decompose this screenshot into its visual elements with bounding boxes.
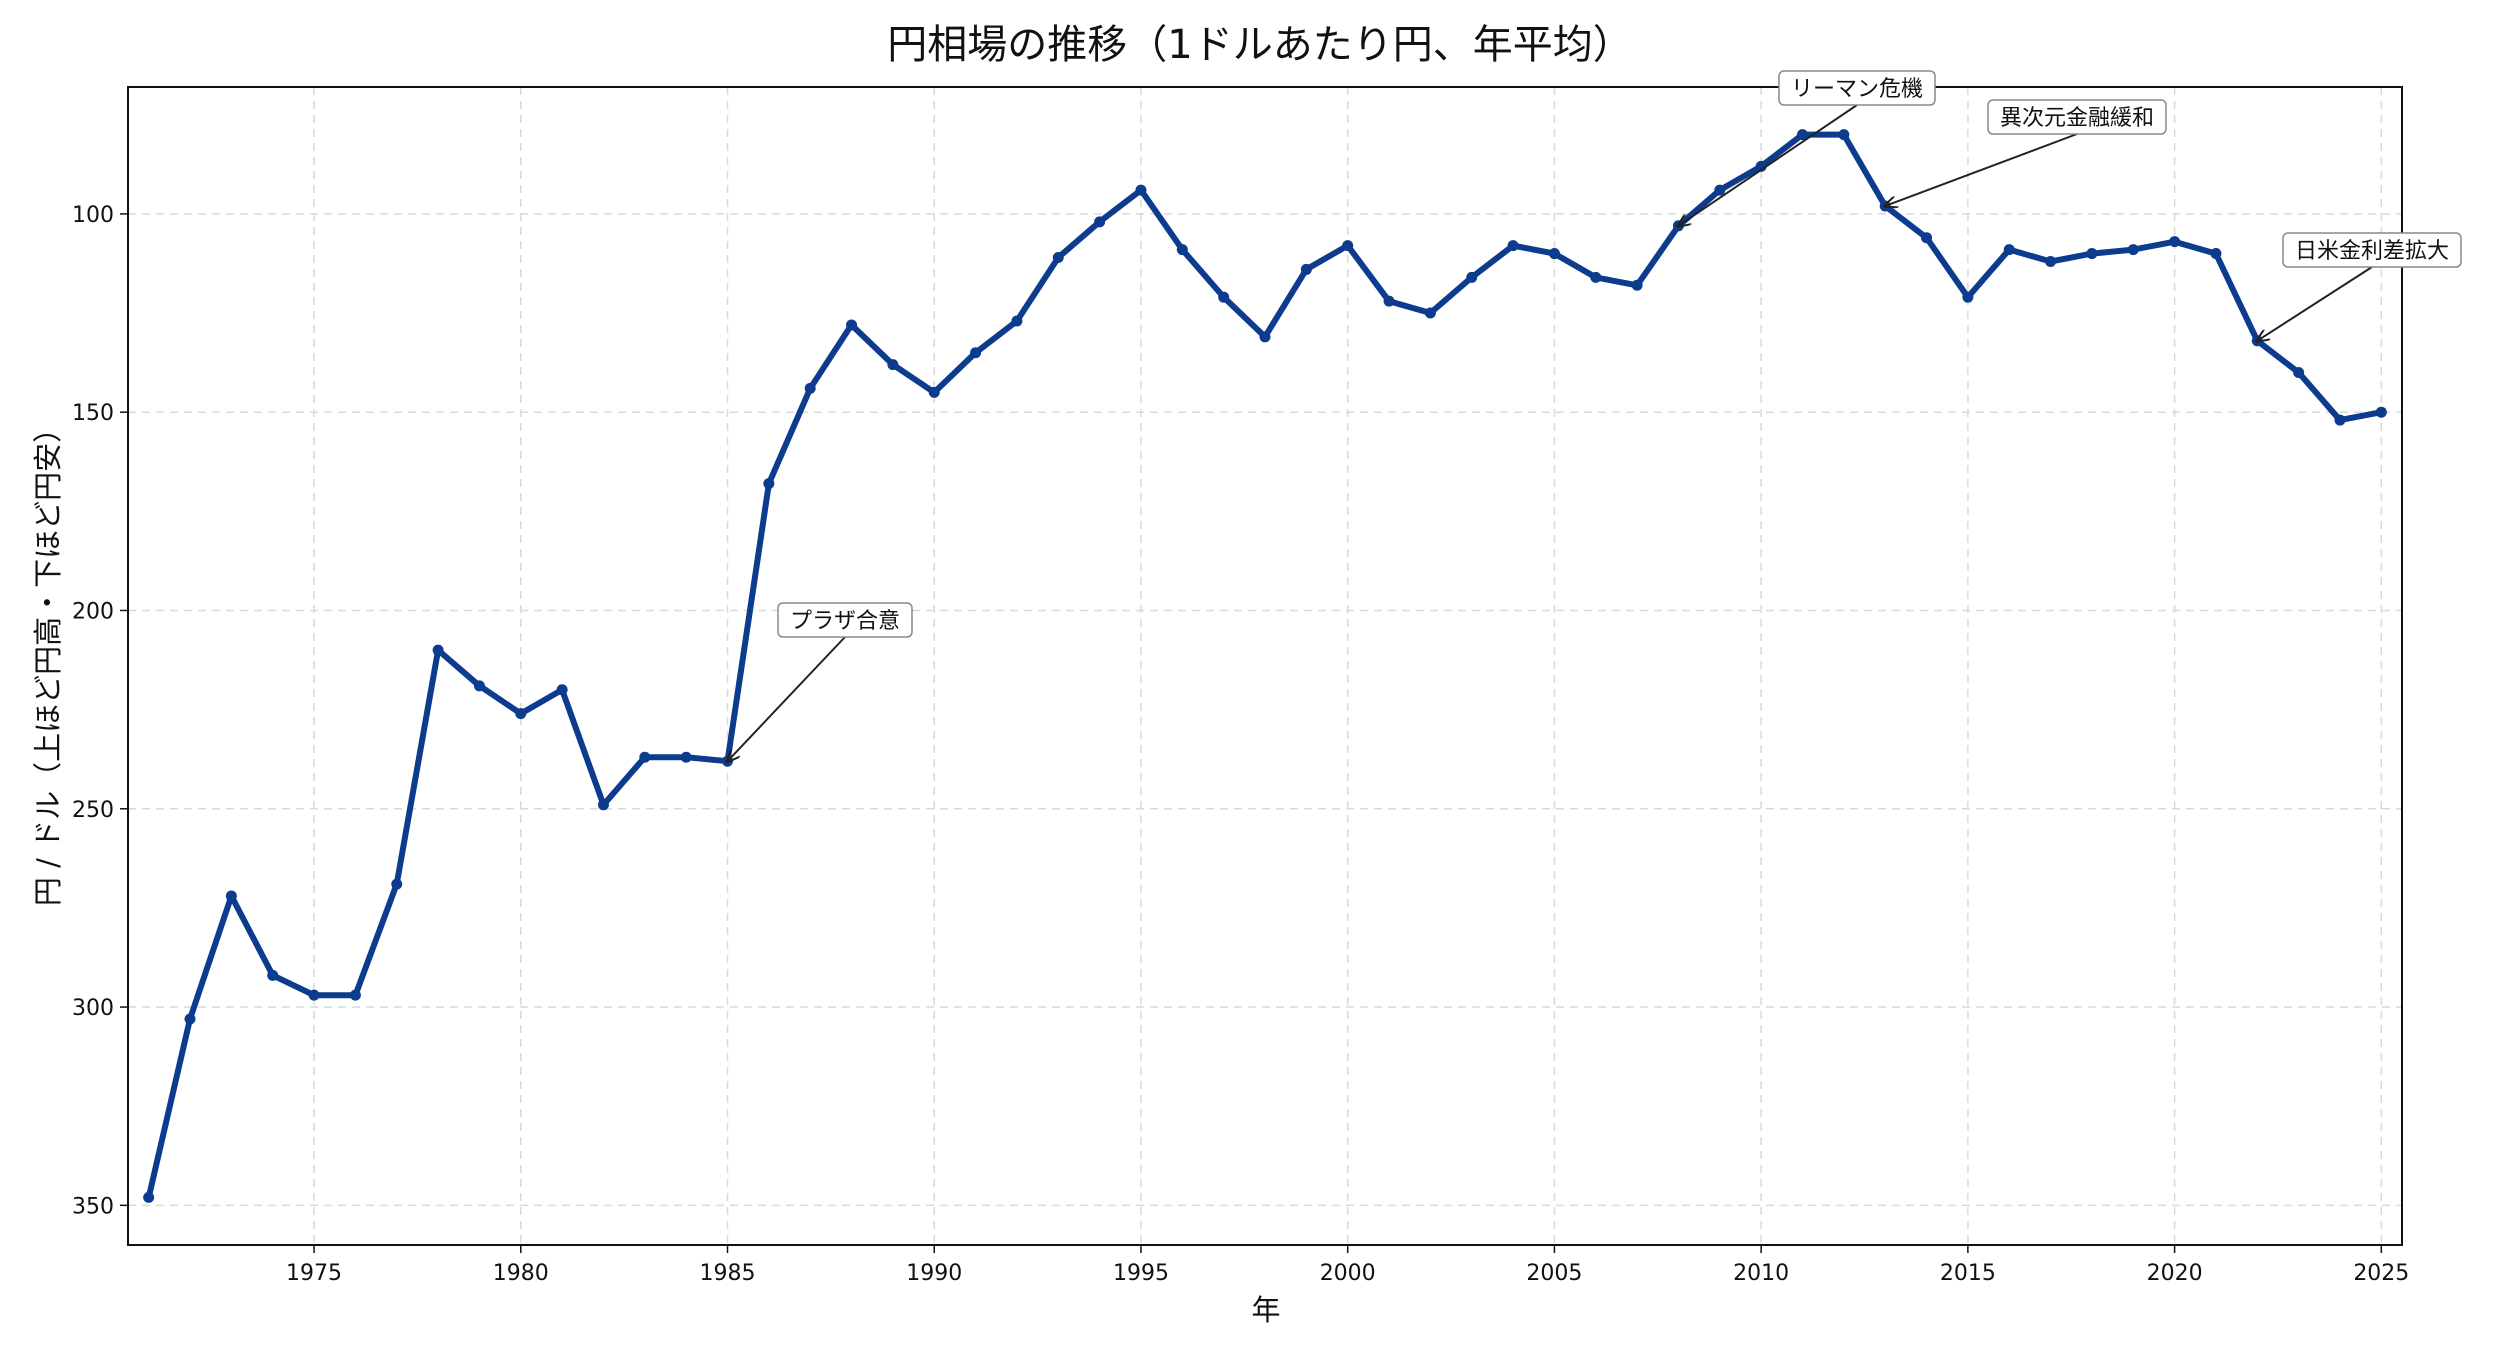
data-point [473,680,485,692]
annotation-label: 異次元金融緩和 [2000,106,2154,131]
annotation: リーマン危機 [1678,70,1936,226]
x-tick-label: 1990 [906,1261,962,1286]
data-point [349,989,361,1001]
annotation-arrow [1885,133,2078,206]
data-point [1011,315,1023,327]
data-point [184,1013,196,1025]
data-point [597,799,609,811]
data-point [308,989,320,1001]
data-point [1218,291,1230,303]
data-point [556,684,568,696]
data-point [1838,129,1850,141]
data-point [2086,248,2098,260]
grid-layer [128,87,2402,1245]
data-point [1094,216,1106,228]
data-point [2334,414,2346,426]
data-point [1424,307,1436,319]
annotation-box [1987,99,2167,135]
y-tick-label: 350 [72,1194,114,1219]
series-layer [143,129,2387,1203]
data-point [1135,184,1147,196]
chart-title: 円相場の推移（1ドルあたり円、年平均） [887,22,1632,68]
data-point [763,478,775,490]
data-point [928,386,940,398]
annotation-label: 日米金利差拡大 [2295,239,2449,264]
annotation-arrow [1678,104,1858,226]
annotation-box [1778,70,1936,106]
data-point [1714,184,1726,196]
data-point [267,969,279,981]
data-point [391,878,403,890]
data-point [1548,248,1560,260]
x-tick-label: 2010 [1733,1261,1789,1286]
annotation-box [2282,232,2462,268]
data-point [1259,331,1271,343]
y-tick-label: 250 [72,798,114,823]
data-point [1962,291,1974,303]
data-point [1921,232,1933,244]
data-point [680,751,692,763]
data-point [1590,271,1602,283]
annotation: 異次元金融緩和 [1885,99,2167,206]
data-point [2375,406,2387,418]
data-point [2210,248,2222,260]
annotation: プラザ合意 [728,602,913,761]
x-axis-label: 年 [1251,1293,1280,1327]
data-point [1383,295,1395,307]
data-point [887,359,899,371]
data-point [1796,129,1808,141]
tick-layer: 1975 1980 1985 1990 1995 2000 2005 2010 2015 2020… [72,203,2409,1286]
data-point [225,890,237,902]
y-tick-label: 300 [72,996,114,1021]
annotation-label: リーマン危機 [1791,77,1923,102]
annotation: 日米金利差拡大 [2257,232,2462,341]
data-point [2169,236,2181,248]
x-tick-label: 1995 [1113,1261,1169,1286]
data-point [2045,255,2057,267]
data-point [515,708,527,720]
x-tick-label: 2025 [2353,1261,2409,1286]
data-point [639,751,651,763]
data-point [846,319,858,331]
annotation-arrow [2257,266,2373,341]
data-point [1631,279,1643,291]
data-point [1176,244,1188,256]
x-tick-label: 2005 [1526,1261,1582,1286]
annotation-box [777,602,913,638]
plot-frame [127,86,2403,1246]
y-tick-label: 200 [72,599,114,624]
data-point [2127,244,2139,256]
data-point [1052,252,1064,264]
annotation-arrow [728,636,846,761]
data-point [970,347,982,359]
data-point [2003,244,2015,256]
data-point [1300,263,1312,275]
x-tick-label: 2000 [1320,1261,1376,1286]
data-point [804,382,816,394]
x-tick-label: 2020 [2147,1261,2203,1286]
x-tick-label: 1985 [700,1261,756,1286]
data-point [1342,240,1354,252]
x-tick-label: 1975 [286,1261,342,1286]
data-point [432,644,444,656]
data-point [143,1191,155,1203]
data-point [1466,271,1478,283]
data-point [2293,367,2305,379]
y-tick-label: 150 [72,401,114,426]
x-tick-label: 2015 [1940,1261,1996,1286]
data-point [1507,240,1519,252]
annotation-label: プラザ合意 [790,609,900,634]
y-axis-label: 円 / ドル（上ほど円高・下ほど円安） [31,414,65,906]
y-tick-label: 100 [72,203,114,228]
x-tick-label: 1980 [493,1261,549,1286]
